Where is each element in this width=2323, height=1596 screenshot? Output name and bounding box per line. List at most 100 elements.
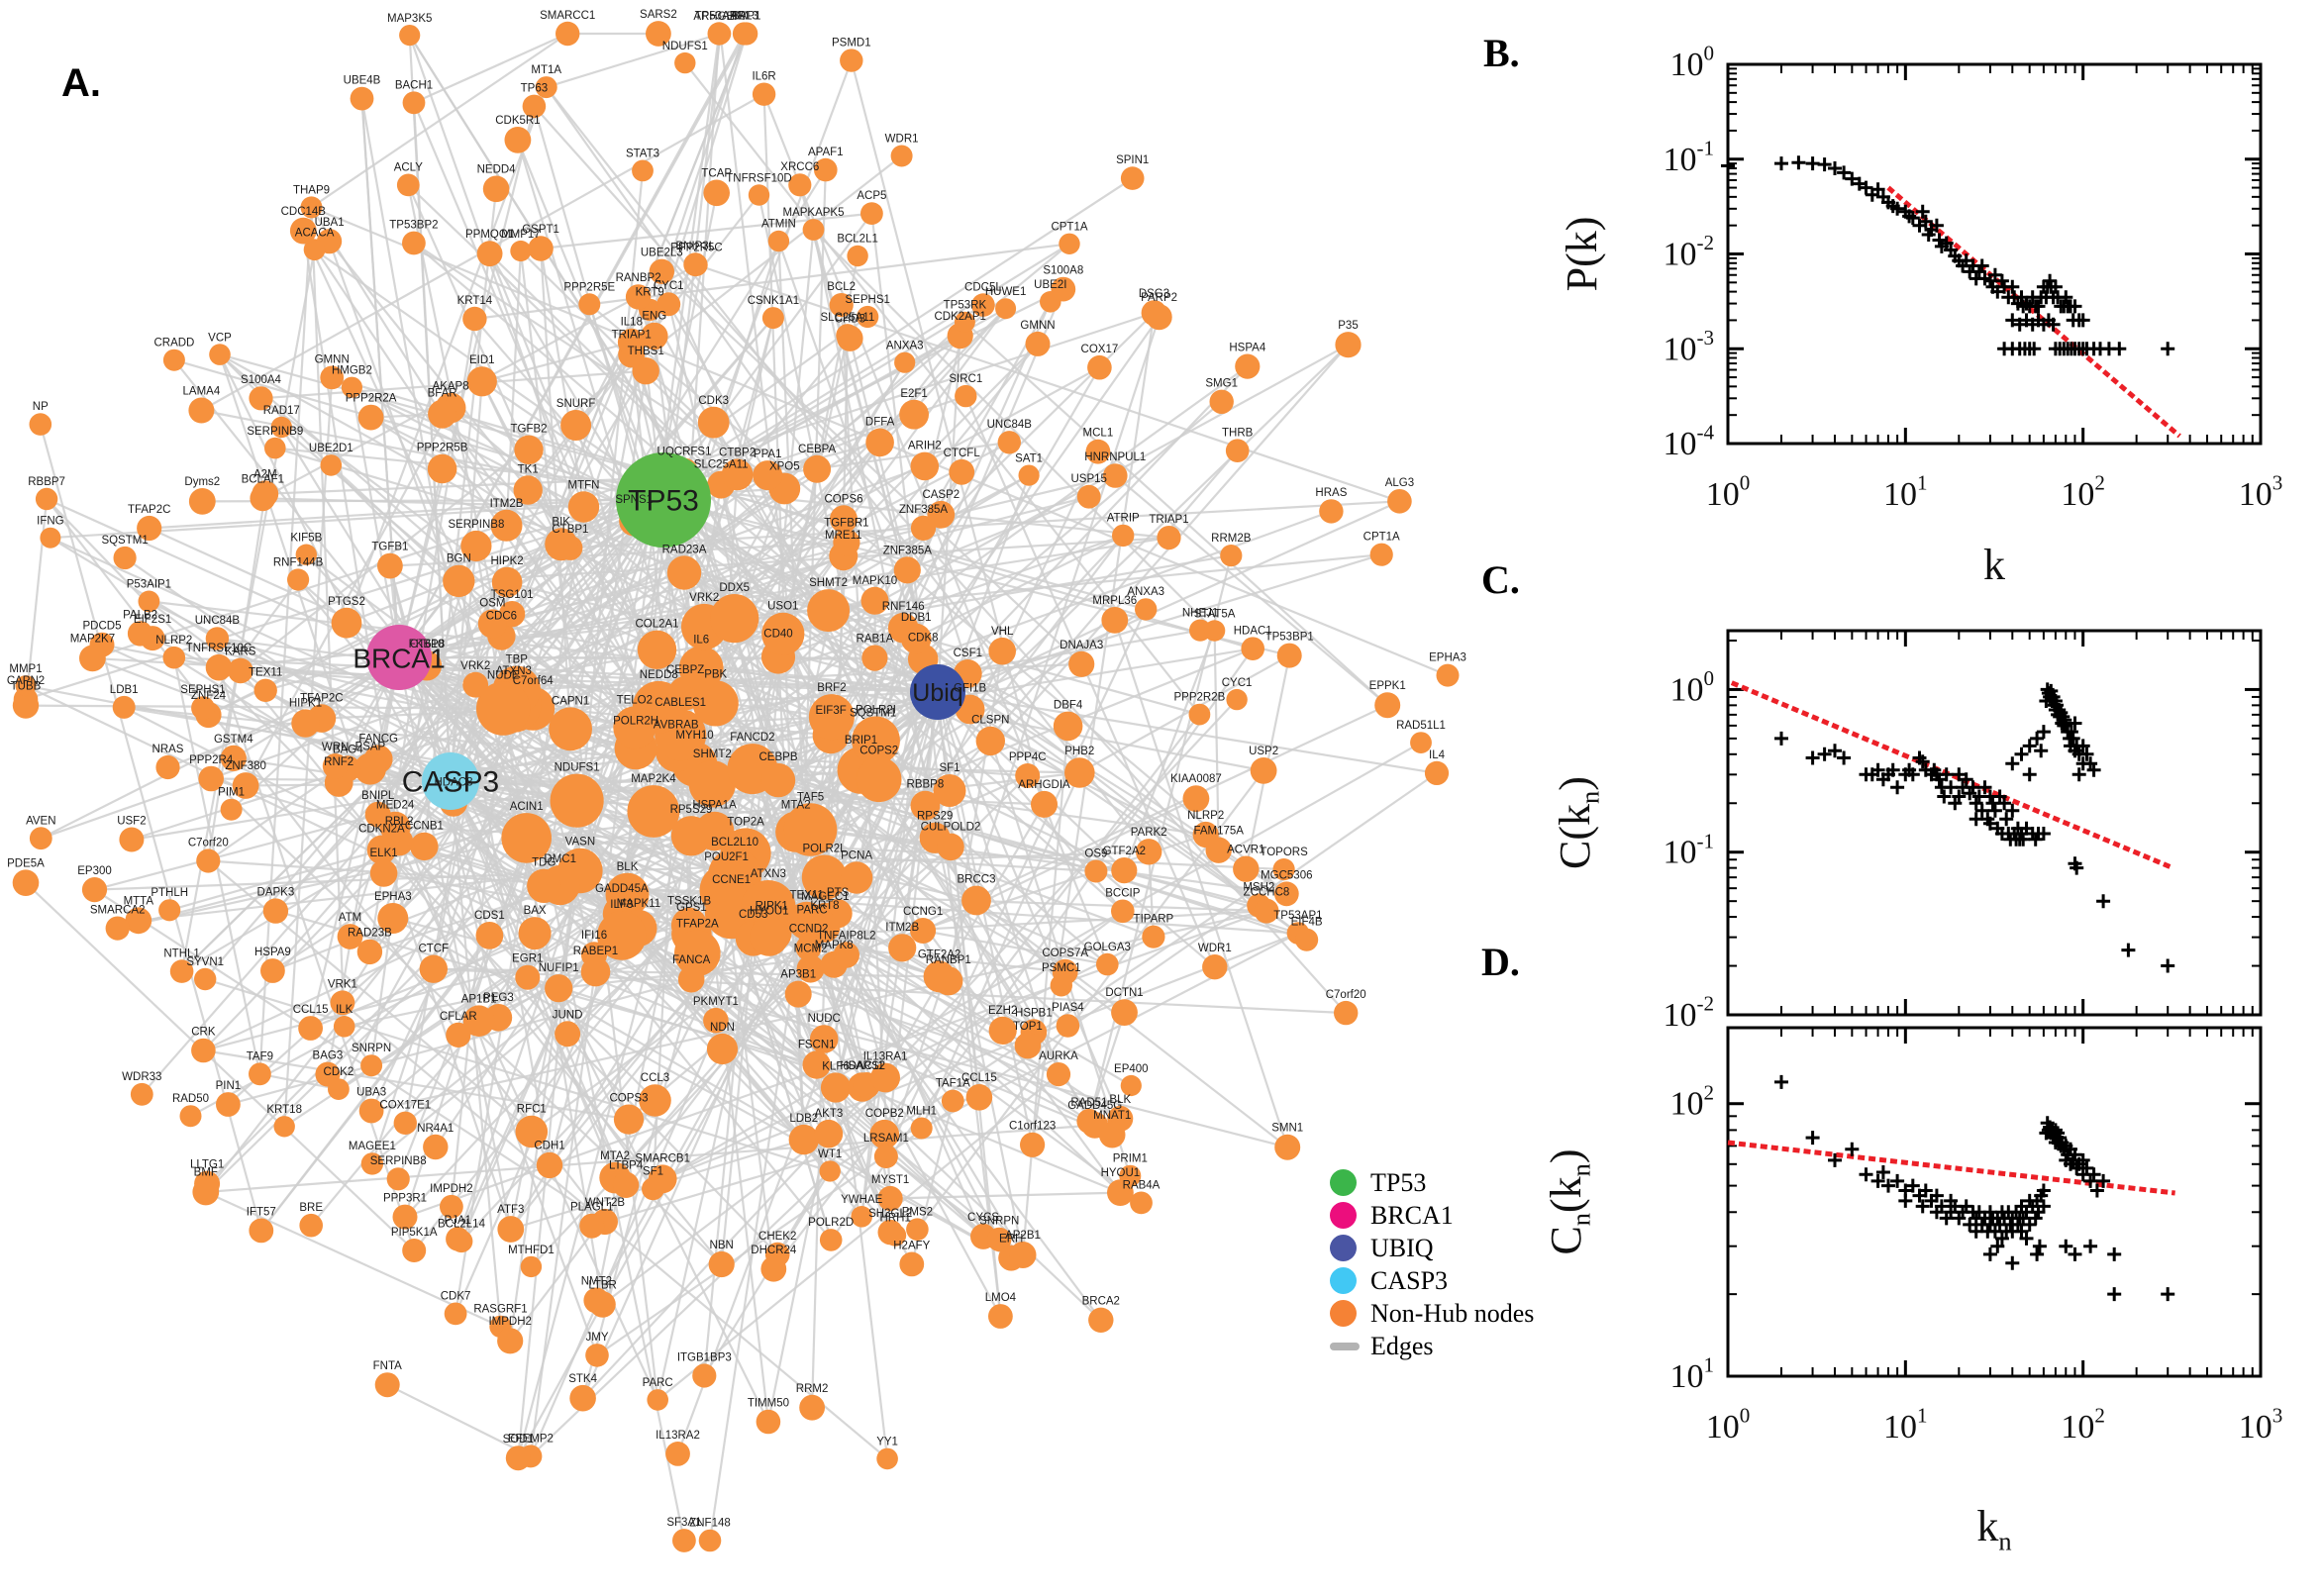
network-node: [169, 959, 194, 983]
network-edge: [117, 837, 527, 930]
network-node: [402, 91, 426, 115]
network-node: [504, 126, 532, 153]
network-node: [1209, 389, 1234, 414]
gene-label: HSPA9: [254, 947, 291, 958]
scatter-point: [1859, 180, 1873, 195]
nonhub-swatch-icon: [1330, 1300, 1357, 1327]
tick-label: 100: [1706, 471, 1751, 513]
gene-label: CCL15: [961, 1072, 997, 1084]
gene-label: PPP4C: [1009, 751, 1047, 763]
network-edge: [302, 230, 518, 691]
gene-label: BIK: [552, 516, 570, 528]
gene-label: RASGRF1: [473, 1304, 527, 1316]
gene-label: CYC1: [654, 280, 684, 292]
gene-label: RFC1: [517, 1104, 547, 1116]
network-node: [894, 351, 916, 373]
gene-label: RBBP8: [907, 779, 945, 791]
gene-label: YY1: [876, 1437, 898, 1448]
network-node: [377, 552, 403, 579]
scatter-point: [2075, 1152, 2090, 1167]
gene-label: HDAC1: [1234, 625, 1272, 637]
scatter-point: [2161, 342, 2175, 356]
gene-label: LDB2: [789, 1113, 818, 1125]
gene-label: HRAS: [1315, 487, 1347, 499]
scatter-point: [1837, 750, 1852, 765]
network-node: [876, 1447, 898, 1470]
network-node: [698, 1529, 722, 1552]
network-node: [15, 675, 37, 697]
gene-label: LLTG1: [190, 1159, 224, 1171]
gene-label: KRT9: [636, 287, 664, 299]
network-node: [1188, 703, 1211, 726]
network-edge: [693, 365, 1249, 765]
scatter-point: [2068, 1147, 2082, 1162]
scatter-point: [2107, 1287, 2122, 1302]
gene-label: NLRP2: [1187, 810, 1224, 822]
gene-label: MAP3K5: [387, 13, 432, 25]
gene-label: CABLES1: [655, 697, 706, 709]
gene-label: CTCF: [418, 943, 449, 954]
network-edge: [662, 499, 1124, 913]
network-node: [819, 1160, 841, 1182]
network-node: [869, 1119, 900, 1149]
network-node: [750, 917, 789, 956]
gene-label: ILF3: [610, 899, 633, 911]
tick-label: 102: [1669, 1080, 1714, 1122]
network-node: [1203, 620, 1226, 642]
network-node: [1334, 1000, 1359, 1026]
network-edge: [1122, 742, 1422, 913]
network-node: [427, 453, 457, 484]
network-node: [578, 293, 601, 316]
gene-label: H2AFY: [893, 1241, 930, 1252]
network-node: [678, 646, 724, 691]
gene-label: RAB4A: [1123, 1180, 1161, 1192]
network-edge: [309, 656, 401, 1029]
scatter-point: [2014, 747, 2029, 761]
gene-label: SYVN1: [186, 956, 224, 968]
network-node: [753, 460, 783, 491]
scatter-point: [2096, 1173, 2111, 1188]
network-edge: [964, 395, 1216, 968]
network-edge: [258, 207, 313, 1074]
gene-label: HDAC11: [840, 1060, 884, 1072]
network-node: [514, 435, 544, 464]
gene-label: C1orf123: [1009, 1121, 1056, 1133]
network-node: [300, 196, 323, 219]
network-edge: [850, 59, 1046, 805]
network-node: [476, 241, 503, 267]
gene-label: PPMQO1: [465, 229, 514, 241]
scatter-point: [2016, 832, 2031, 847]
gene-label: DDX5: [719, 582, 750, 594]
gene-label: SF3A1: [666, 1517, 701, 1529]
network-node: [194, 967, 217, 991]
network-node: [808, 694, 855, 741]
network-node: [515, 964, 541, 990]
network-node: [402, 1239, 427, 1262]
gene-label: CTBP1: [552, 524, 588, 536]
gene-label: SMARCA2: [90, 905, 146, 917]
axis-ticks: [1726, 631, 2263, 1017]
gene-label: PARK2: [1131, 827, 1167, 839]
y-axis-label: Cn(kn): [1542, 1148, 1596, 1254]
scatter-point: [1890, 1173, 1905, 1188]
network-node: [35, 487, 58, 511]
legend-item-edges: Edges: [1330, 1330, 1534, 1362]
scatter-point: [1915, 204, 1930, 219]
network-node: [209, 344, 231, 365]
network-node: [1226, 688, 1248, 711]
network-node: [814, 1119, 844, 1148]
gene-label: RANBP2: [616, 272, 661, 284]
network-edge: [936, 691, 1060, 1075]
gene-label: BCL2L1: [837, 234, 878, 246]
network-node: [232, 772, 259, 799]
gene-label: HSPA4: [1229, 343, 1265, 354]
gene-label: POLR2D: [808, 1217, 854, 1229]
network-node: [320, 454, 343, 476]
network-edge: [449, 525, 508, 782]
network-edge: [502, 441, 1010, 710]
network-node: [851, 1206, 872, 1228]
gene-label: ATM: [339, 912, 361, 924]
gene-label: TAF9: [247, 1050, 273, 1062]
network-node: [1076, 484, 1101, 509]
network-node: [228, 657, 253, 684]
